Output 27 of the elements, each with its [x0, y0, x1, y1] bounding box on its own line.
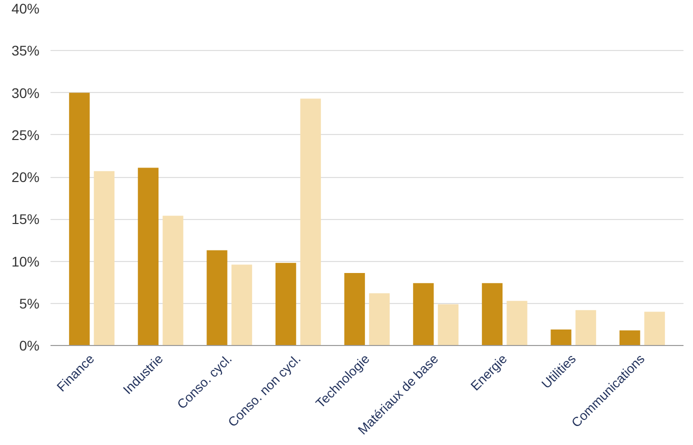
bar — [369, 293, 390, 346]
bar — [231, 264, 252, 346]
bar — [300, 98, 321, 346]
bar — [550, 329, 572, 346]
bar — [644, 312, 665, 346]
bar — [344, 273, 365, 346]
bar — [413, 283, 434, 346]
y-tick-label: 5% — [19, 295, 40, 312]
bar — [620, 330, 640, 346]
bar — [506, 300, 528, 346]
bar — [69, 92, 90, 346]
bar — [575, 310, 596, 346]
y-tick-label: 35% — [11, 42, 40, 59]
bar — [94, 171, 114, 346]
bar — [138, 168, 159, 346]
y-tick-label: 40% — [11, 0, 40, 16]
y-tick-label: 0% — [19, 338, 40, 354]
y-tick-label: 20% — [11, 169, 40, 185]
bar — [206, 250, 228, 346]
y-tick-label: 30% — [11, 84, 40, 101]
bar — [438, 304, 459, 346]
y-tick-label: 25% — [11, 126, 40, 143]
bar — [162, 216, 184, 346]
bar — [482, 283, 503, 346]
y-tick-label: 10% — [11, 253, 40, 270]
y-tick-label: 15% — [11, 211, 40, 228]
bar — [275, 262, 296, 346]
